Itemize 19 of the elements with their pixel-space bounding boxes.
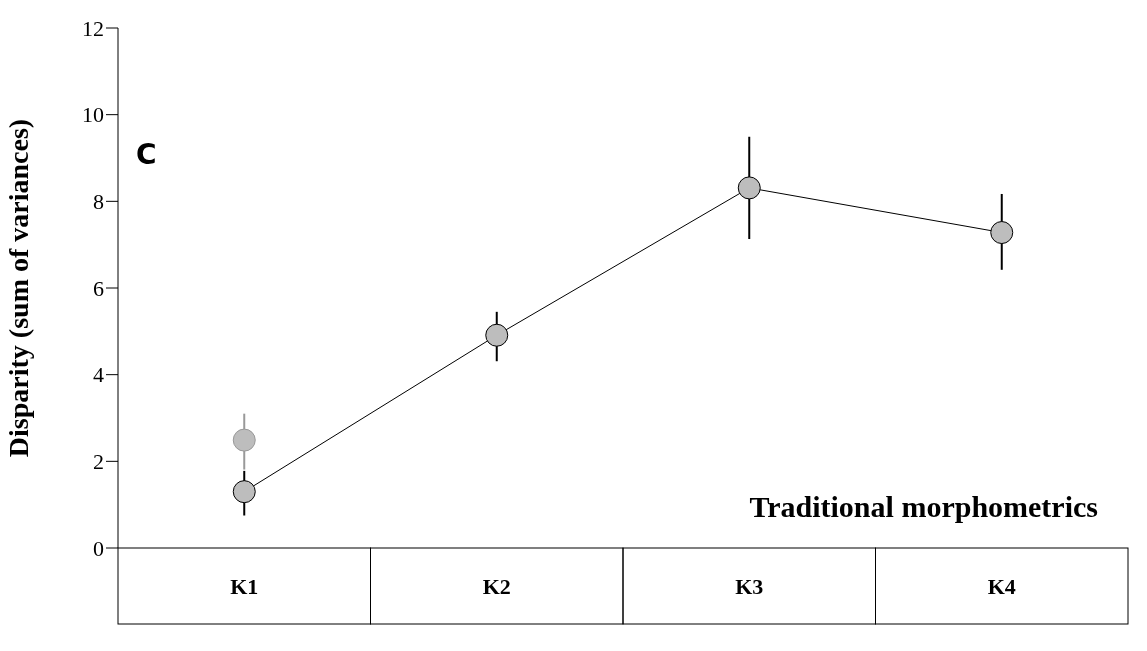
- y-tick-label: 8: [93, 189, 104, 215]
- x-tick-label: K2: [482, 574, 511, 599]
- point: [232, 428, 256, 452]
- y-tick-label: 6: [93, 275, 104, 301]
- point: [990, 221, 1014, 245]
- x-tick-label: K4: [987, 574, 1016, 599]
- annotation: C: [136, 138, 157, 171]
- y-tick-label: 4: [93, 362, 104, 388]
- y-tick-label: 12: [82, 15, 104, 41]
- y-axis-title: Disparity (sum of variances): [2, 118, 34, 458]
- point: [232, 480, 256, 504]
- x-tick-label: K3: [735, 574, 764, 599]
- y-tick-label: 10: [82, 102, 104, 128]
- x-tick-label: K1: [230, 574, 259, 599]
- annotation: Traditional morphometrics: [749, 490, 1098, 524]
- y-tick-label: 2: [93, 449, 104, 475]
- point: [485, 323, 509, 347]
- y-tick-label: 0: [93, 535, 104, 561]
- point: [737, 176, 761, 200]
